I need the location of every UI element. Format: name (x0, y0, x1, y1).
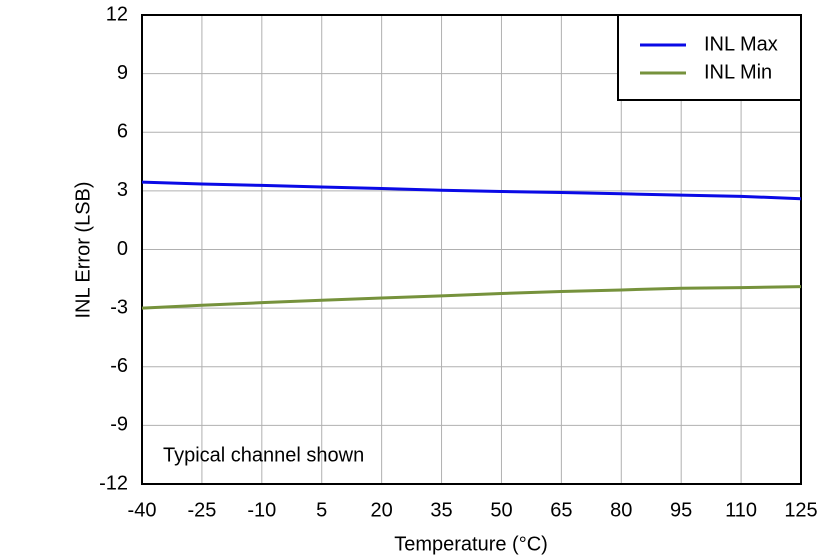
y-tick-label: 12 (106, 3, 128, 25)
y-tick-label: -9 (110, 414, 128, 436)
y-tick-label: 6 (117, 121, 128, 143)
x-tick-label: 110 (725, 499, 757, 521)
plot-frame (141, 14, 802, 485)
legend-label: INL Min (704, 61, 772, 83)
x-tick-label: 50 (490, 499, 512, 521)
x-tick-label: 35 (430, 499, 452, 521)
y-tick-label: 3 (117, 179, 128, 201)
y-tick-label: -12 (99, 472, 128, 494)
legend-label: INL Max (704, 33, 778, 55)
y-tick-label: -6 (110, 355, 128, 377)
x-tick-label: 65 (550, 499, 572, 521)
legend-box (617, 14, 802, 101)
x-tick-label: 95 (670, 499, 692, 521)
y-tick-label: 9 (117, 62, 128, 84)
series-line (141, 285, 802, 310)
y-tick-label: -3 (110, 296, 128, 318)
annotation: Typical channel shown (163, 444, 364, 466)
x-axis-label: Temperature (°C) (394, 533, 548, 555)
x-tick-label: 5 (316, 499, 327, 521)
y-tick-label: 0 (117, 238, 128, 260)
x-tick-label: 80 (610, 499, 632, 521)
x-tick-label: 125 (784, 499, 817, 521)
series-line (141, 180, 802, 201)
x-tick-label: -10 (247, 499, 276, 521)
x-tick-label: -40 (128, 499, 157, 521)
x-tick-label: 20 (371, 499, 393, 521)
x-tick-label: -25 (187, 499, 216, 521)
y-axis-label: INL Error (LSB) (72, 181, 94, 318)
